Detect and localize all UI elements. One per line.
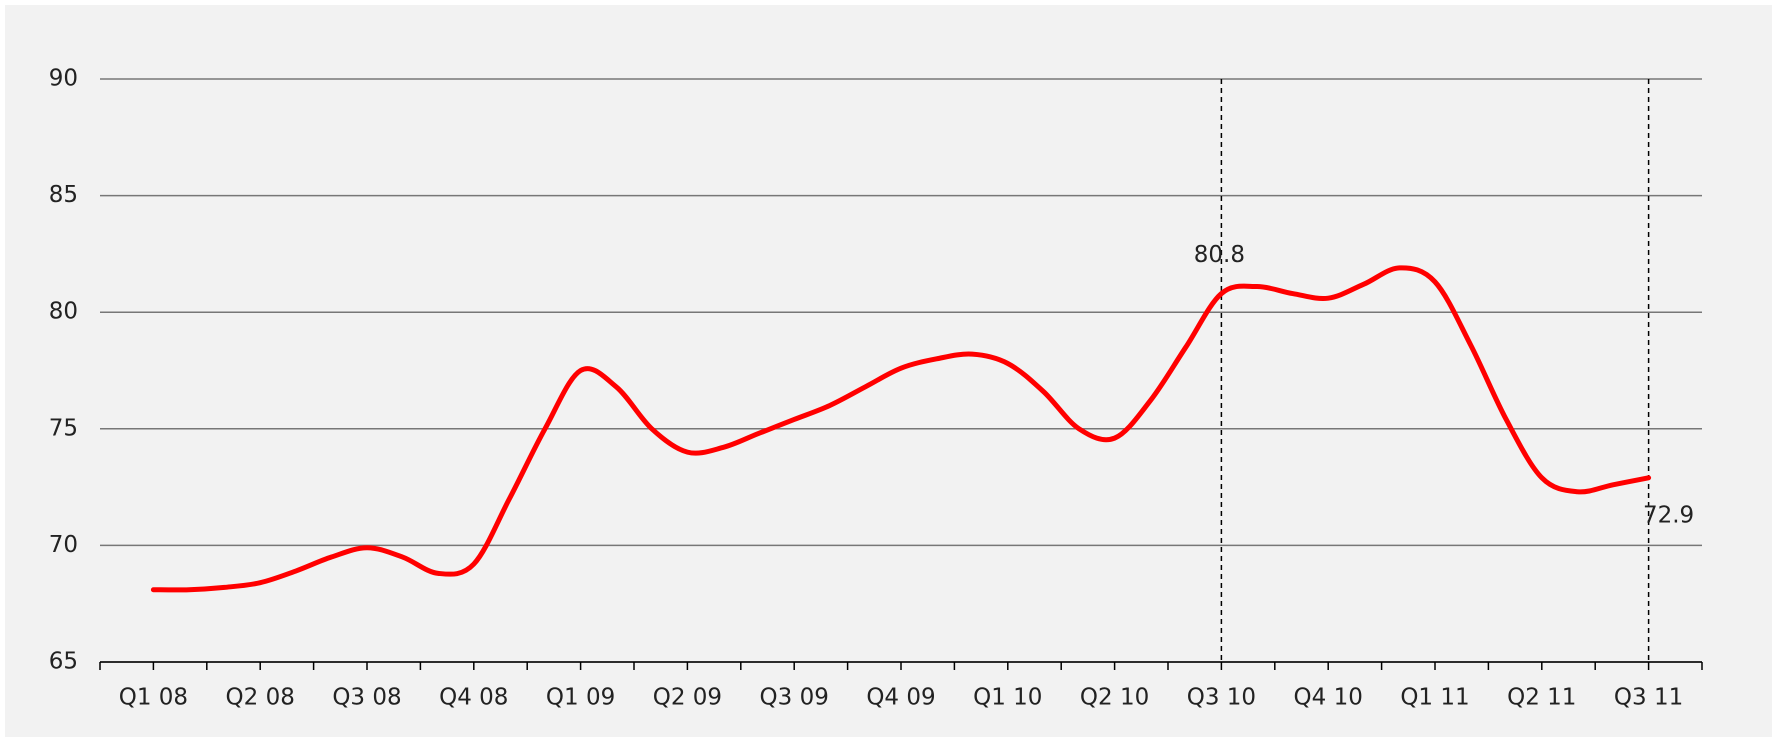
y-tick-label: 85 (49, 182, 78, 208)
x-tick-label: Q1 08 (119, 685, 188, 711)
x-tick-label: Q1 09 (546, 685, 615, 711)
x-tick-label: Q3 10 (1187, 685, 1256, 711)
x-tick-label: Q4 09 (866, 685, 935, 711)
y-tick-label: 80 (49, 299, 78, 325)
x-tick-label: Q2 10 (1080, 685, 1149, 711)
y-tick-label: 70 (49, 532, 78, 558)
x-tick-label: Q1 11 (1400, 685, 1469, 711)
x-tick-label: Q1 10 (973, 685, 1042, 711)
x-tick-label: Q2 09 (653, 685, 722, 711)
value-label: 80.8 (1194, 242, 1245, 268)
y-tick-label: 90 (49, 66, 78, 92)
x-tick-label: Q3 11 (1614, 685, 1683, 711)
x-tick-label: Q4 10 (1294, 685, 1363, 711)
y-tick-label: 65 (49, 649, 78, 675)
x-tick-label: Q2 08 (226, 685, 295, 711)
chart-background (5, 5, 1772, 737)
series-line (150, 265, 1652, 593)
x-tick-label: Q2 11 (1507, 685, 1576, 711)
x-tick-label: Q4 08 (439, 685, 508, 711)
x-tick-label: Q3 08 (332, 685, 401, 711)
value-label: 72.9 (1643, 502, 1694, 528)
x-tick-label: Q3 09 (760, 685, 829, 711)
y-tick-label: 75 (49, 415, 78, 441)
